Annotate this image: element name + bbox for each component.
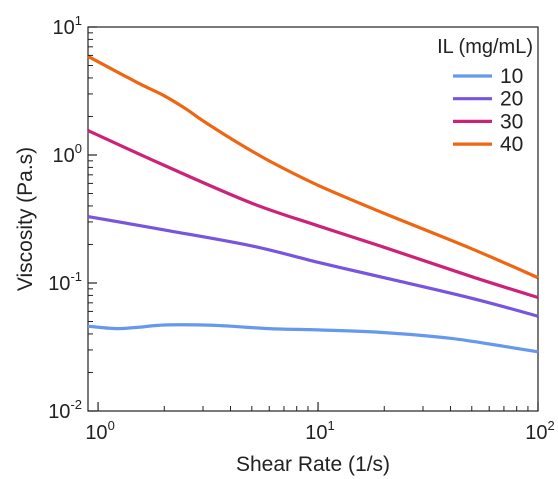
x-tick-label-0: 100 — [85, 418, 114, 444]
y-tick-label-2: 10-1 — [48, 269, 82, 295]
series-line-20 — [87, 215, 539, 318]
plot-frame — [87, 26, 539, 412]
series-line-30 — [87, 129, 539, 300]
legend-label-20: 20 — [500, 88, 523, 111]
series-line-40 — [87, 54, 539, 280]
legend-label-30: 30 — [500, 110, 523, 133]
legend-label-40: 40 — [500, 133, 523, 156]
y-tick-label-1: 100 — [53, 141, 82, 167]
y-axis-title: Viscosity (Pa.s) — [14, 147, 37, 291]
legend-label-10: 10 — [500, 65, 523, 88]
y-tick-label-3: 10-2 — [48, 397, 82, 423]
series-line-10 — [87, 323, 539, 354]
x-tick-label-1: 101 — [305, 418, 334, 444]
x-tick-label-2: 102 — [525, 418, 554, 444]
y-tick-label-0: 101 — [53, 13, 82, 39]
x-axis-title: Shear Rate (1/s) — [236, 453, 390, 476]
legend-title: IL (mg/mL) — [437, 36, 533, 58]
